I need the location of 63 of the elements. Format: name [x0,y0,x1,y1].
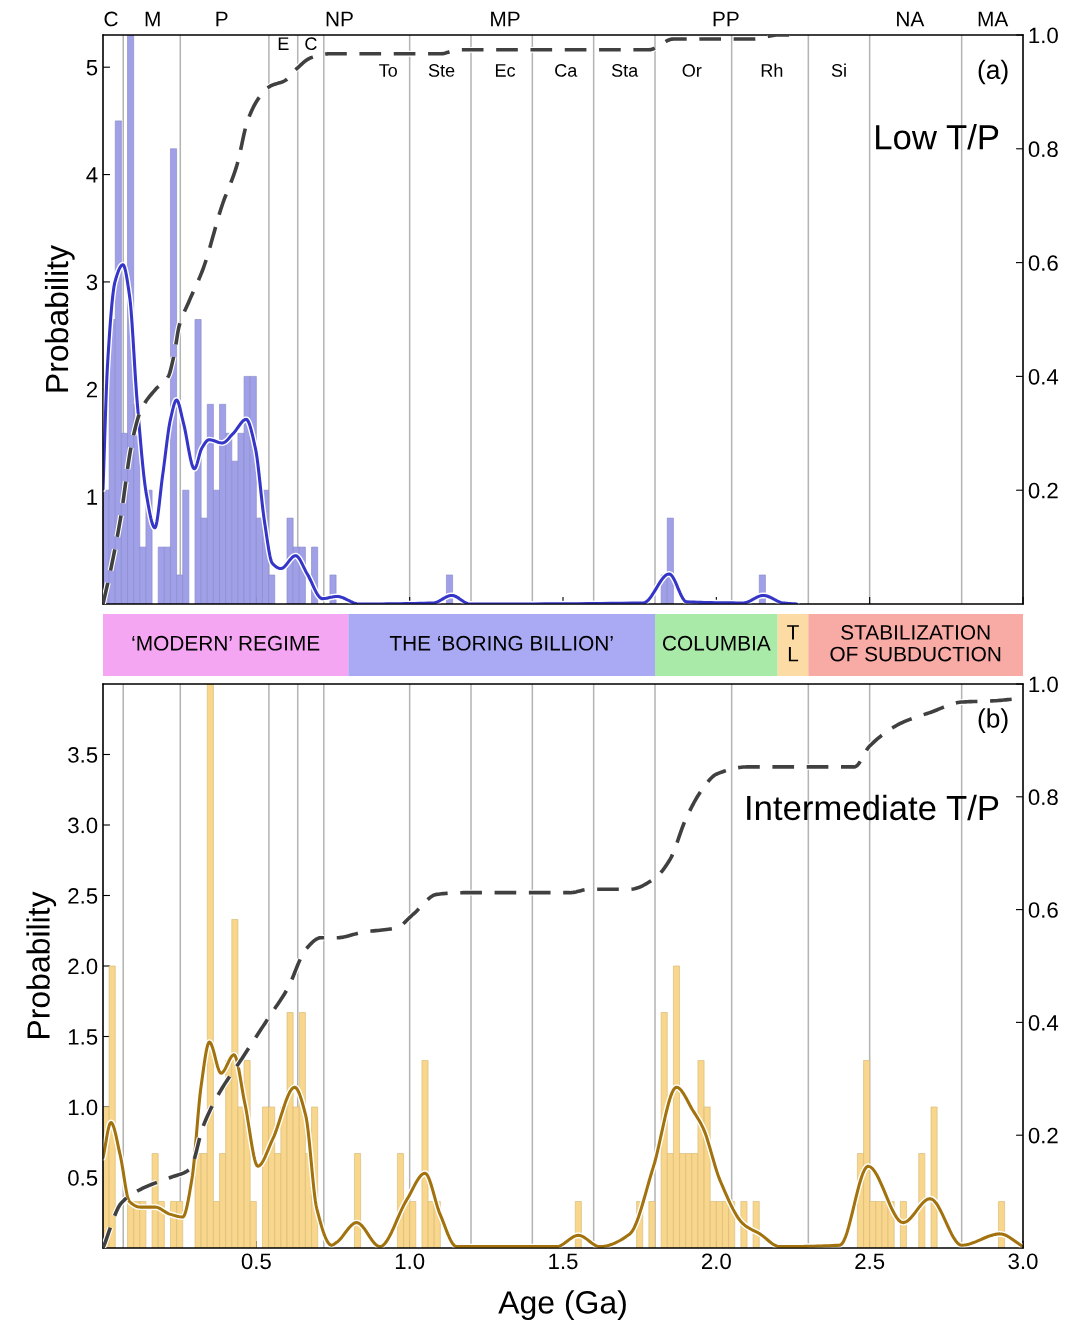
bar [808,614,1023,676]
y2-tick-label: 0.6 [1028,902,1058,918]
annotation: Ste [428,64,455,77]
annotation: C [305,37,317,51]
x-tick-label: 2.5 [855,1253,885,1270]
text: NA [897,11,925,27]
annotation: E [278,37,289,50]
y-tick-label: 2.5 [68,888,98,904]
y2-tick-label: 0.8 [1028,141,1058,158]
y-tick-label: 3.5 [68,747,98,763]
x-tick-label: 0.5 [241,1253,271,1270]
text: PP [713,11,739,27]
text: P [216,11,228,27]
text: M [145,11,160,27]
y-axis-title: Probability [26,891,57,1038]
series-label: STABILIZATION OF SUBDUCTION [830,625,1001,662]
series-label: COLUMBIA [662,635,771,651]
x-tick-label: 2.0 [702,1253,731,1270]
bar [103,614,349,676]
y-tick-label: 3 [86,274,98,291]
x-tick-label: 3.0 [1008,1253,1038,1270]
series-label: THE ‘BORING BILLION’ [389,635,613,651]
annotation: Rh [761,63,783,77]
x-tick-label: 1.5 [549,1253,578,1270]
bar [348,614,655,676]
annotation: Ca [555,64,578,77]
annotation: Low T/P [876,124,999,150]
y-tick-label: 2.0 [68,958,98,975]
annotation: (b) [978,708,1008,733]
annotation: Or [682,64,702,77]
y2-tick-label: 0.2 [1028,482,1058,499]
text: NP [326,11,353,27]
y2-tick-label: 1.0 [1029,27,1058,44]
y2-tick-label: 1.0 [1029,676,1058,693]
y-tick-label: 1.0 [68,1099,98,1116]
text: MP [491,11,520,27]
x-axis-title: Age (Ga) [498,1290,626,1321]
bar [655,614,778,676]
y-tick-label: 1 [87,489,98,505]
text: C [104,11,118,27]
y2-tick-label: 0.4 [1028,368,1059,385]
series-label: T L [787,625,799,662]
y2-tick-label: 0.4 [1028,1014,1059,1031]
y2-tick-label: 0.8 [1028,789,1058,806]
y-tick-label: 0.5 [68,1170,98,1186]
series-label: ‘MODERN’ REGIME [132,635,320,651]
annotation: Si [831,63,846,77]
annotation: To [379,64,397,77]
bar [777,614,809,676]
annotation: Intermediate T/P [747,794,999,821]
y-tick-label: 2 [86,381,98,398]
x-tick-label: 1.0 [395,1253,425,1270]
annotation: Sta [611,64,639,77]
annotation: Ec [495,64,516,77]
y-tick-label: 5 [86,59,98,76]
y-tick-label: 4 [86,167,98,183]
y2-tick-label: 0.6 [1028,255,1058,271]
y-axis-title: Probability [44,244,75,392]
annotation: (a) [978,59,1008,85]
y-tick-label: 1.5 [68,1029,98,1045]
y2-tick-label: 0.2 [1028,1127,1058,1144]
text: MA [978,11,1009,27]
y-tick-label: 3.0 [68,817,98,834]
